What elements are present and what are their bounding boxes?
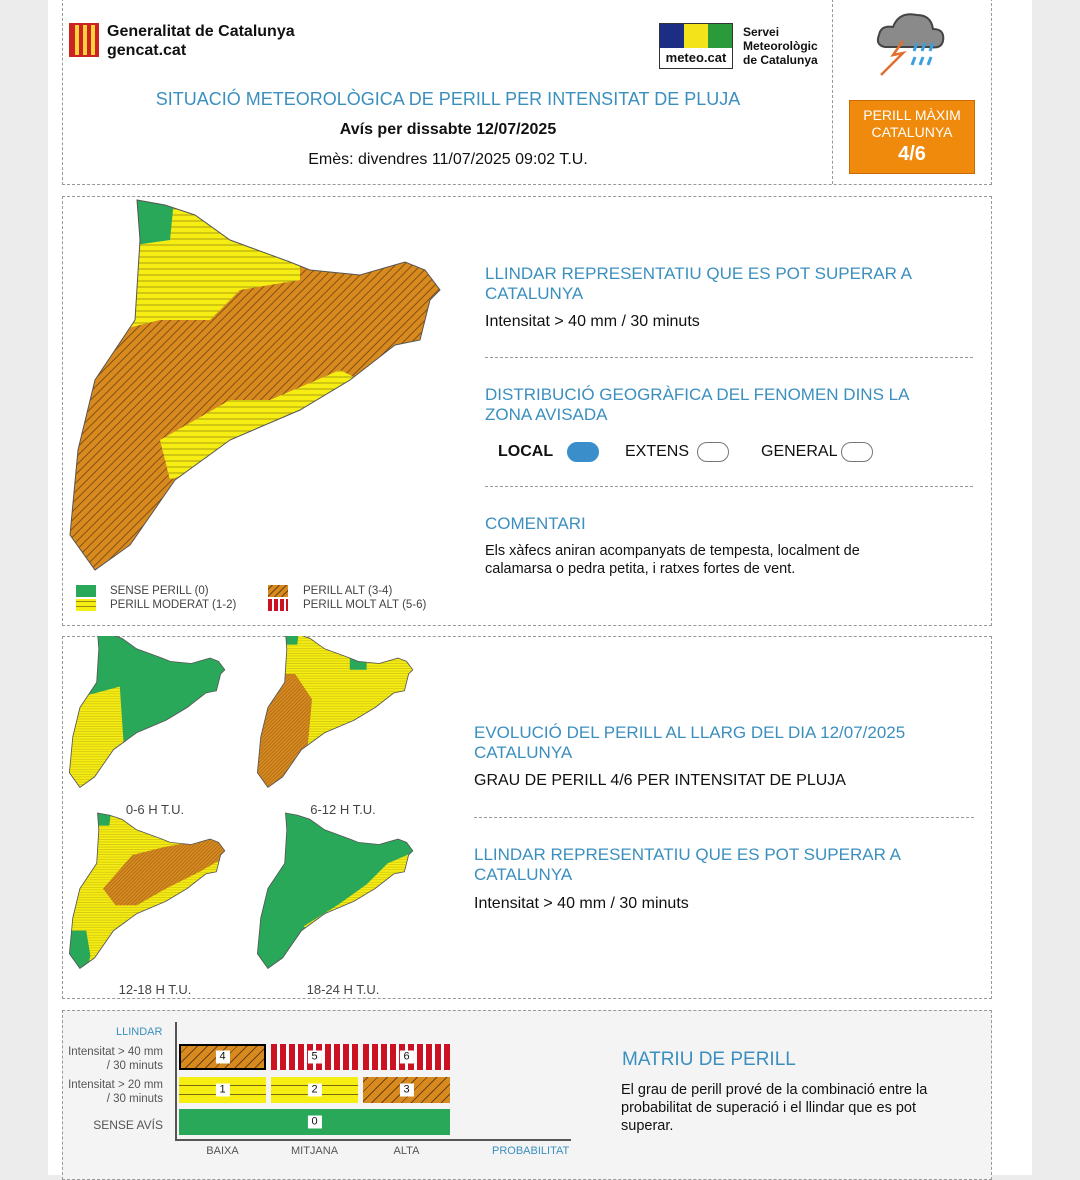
matrix-cell-3: 3	[363, 1077, 450, 1103]
page: Generalitat de Catalunya gencat.cat mete…	[48, 0, 1032, 1180]
threshold-value: Intensitat > 40 mm / 30 minuts	[485, 313, 700, 330]
smc-name: Servei Meteorològic de Catalunya	[743, 25, 818, 67]
toggle-general[interactable]	[841, 442, 874, 462]
cell-value: 4	[215, 1050, 230, 1064]
region-green	[130, 200, 175, 245]
distribution-label: LOCAL	[498, 443, 554, 461]
evolution-section	[62, 636, 992, 999]
map-caption: 18-24 H T.U.	[306, 982, 380, 997]
legend-swatch-orange	[268, 585, 288, 597]
matrix-cell-4: 4	[179, 1044, 266, 1070]
comment-title: COMENTARI	[485, 514, 586, 533]
matrix-cell-6: 6	[363, 1044, 450, 1070]
divider	[474, 817, 974, 818]
matrix-x-axis	[175, 1139, 571, 1141]
map-caption: 12-18 H T.U.	[118, 982, 192, 997]
distribution-label: GENERAL	[761, 443, 838, 461]
divider	[832, 0, 833, 184]
thunderstorm-rain-icon	[876, 13, 945, 76]
smc-name-line: Meteorològic	[743, 39, 818, 53]
smc-name-line: de Catalunya	[743, 53, 818, 67]
meteocat-logo-text: meteo.cat	[665, 50, 727, 65]
main-section	[62, 196, 992, 626]
badge-line: CATALUNYA	[871, 124, 953, 140]
divider	[485, 357, 973, 358]
matrix-x-label: ALTA	[393, 1145, 420, 1157]
legend-swatch-green	[76, 585, 96, 597]
max-danger-badge: PERILL MÀXIM CATALUNYA 4/6	[849, 100, 975, 174]
cell-value: 0	[307, 1115, 322, 1129]
evolution-title: EVOLUCIÓ DEL PERILL AL LLARG DEL DIA 12/…	[474, 723, 906, 762]
header-box: Generalitat de Catalunya gencat.cat mete…	[62, 0, 992, 185]
page-title: SITUACIÓ METEOROLÒGICA DE PERILL PER INT…	[155, 89, 741, 109]
toggle-extens[interactable]	[697, 442, 730, 462]
badge-level: 4/6	[898, 143, 926, 165]
distribution-label: EXTENS	[625, 443, 690, 461]
forecast-day: Avís per dissabte 12/07/2025	[339, 121, 557, 138]
legend-swatch-yellow	[76, 599, 96, 611]
map-caption: 0-6 H T.U.	[125, 802, 185, 817]
distribution-extens: EXTENS	[625, 442, 730, 462]
threshold-title: LLINDAR REPRESENTATIU QUE ES POT SUPERAR…	[485, 264, 912, 303]
matrix-row-label: Intensitat > 40 mm / 30 minuts	[68, 1046, 163, 1072]
generalitat-logo-icon	[69, 23, 99, 57]
evolution-maps	[68, 636, 414, 969]
legend-label: SENSE PERILL (0)	[110, 585, 209, 597]
cell-value: 3	[399, 1083, 414, 1097]
distribution-title: DISTRIBUCIÓ GEOGRÀFICA DEL FENOMEN DINS …	[485, 385, 909, 424]
evolution-threshold-title: LLINDAR REPRESENTATIU QUE ES POT SUPERAR…	[474, 845, 901, 884]
cell-value: 6	[399, 1050, 414, 1064]
distribution-general: GENERAL	[761, 442, 874, 462]
matrix-y-axis	[175, 1022, 177, 1140]
region-orange	[70, 200, 440, 570]
smc-name-line: Servei	[743, 25, 780, 39]
legend-swatch-red	[268, 599, 288, 611]
matrix-cell-1: 1	[179, 1077, 266, 1103]
distribution-local: LOCAL	[498, 442, 600, 462]
issued-time: Emès: divendres 11/07/2025 09:02 T.U.	[308, 151, 588, 168]
matrix-row-label: SENSE AVÍS	[93, 1118, 163, 1132]
meteocat-logo: meteo.cat	[659, 23, 733, 69]
map-caption: 6-12 H T.U.	[310, 802, 376, 817]
org-name: Generalitat de Catalunya	[107, 23, 295, 40]
cell-value: 1	[215, 1083, 230, 1097]
matrix-x-label: MITJANA	[290, 1145, 339, 1157]
matrix-row-label: Intensitat > 20 mm / 30 minuts	[68, 1079, 163, 1105]
badge-line: PERILL MÀXIM	[863, 107, 961, 123]
matrix-cell-2: 2	[271, 1077, 358, 1103]
matrix-title: MATRIU DE PERILL	[622, 1049, 796, 1070]
evolution-threshold-value: Intensitat > 40 mm / 30 minuts	[474, 895, 689, 912]
divider	[485, 486, 973, 487]
toggle-local[interactable]	[567, 442, 600, 462]
org-site: gencat.cat	[107, 42, 187, 59]
comment-text: Els xàfecs aniran acompanyats de tempest…	[485, 543, 860, 577]
cell-value: 2	[307, 1083, 322, 1097]
matrix-y-title: LLINDAR	[116, 1026, 163, 1038]
main-danger-map	[69, 199, 441, 571]
cell-value: 5	[307, 1050, 322, 1064]
matrix-cell-5: 5	[271, 1044, 358, 1070]
matrix-text: El grau de perill prové de la combinació…	[621, 1082, 928, 1134]
legend-label: PERILL ALT (3-4)	[303, 585, 393, 597]
evolution-map-0-6	[68, 636, 226, 788]
matrix-cell-0: 0	[179, 1109, 450, 1135]
legend-label: PERILL MODERAT (1-2)	[110, 599, 237, 611]
legend-label: PERILL MOLT ALT (5-6)	[303, 599, 427, 611]
evolution-grade: GRAU DE PERILL 4/6 PER INTENSITAT DE PLU…	[474, 772, 846, 789]
evolution-map-6-12	[256, 636, 414, 788]
matrix-x-title: PROBABILITAT	[492, 1145, 570, 1157]
matrix-x-label: BAIXA	[206, 1145, 239, 1157]
